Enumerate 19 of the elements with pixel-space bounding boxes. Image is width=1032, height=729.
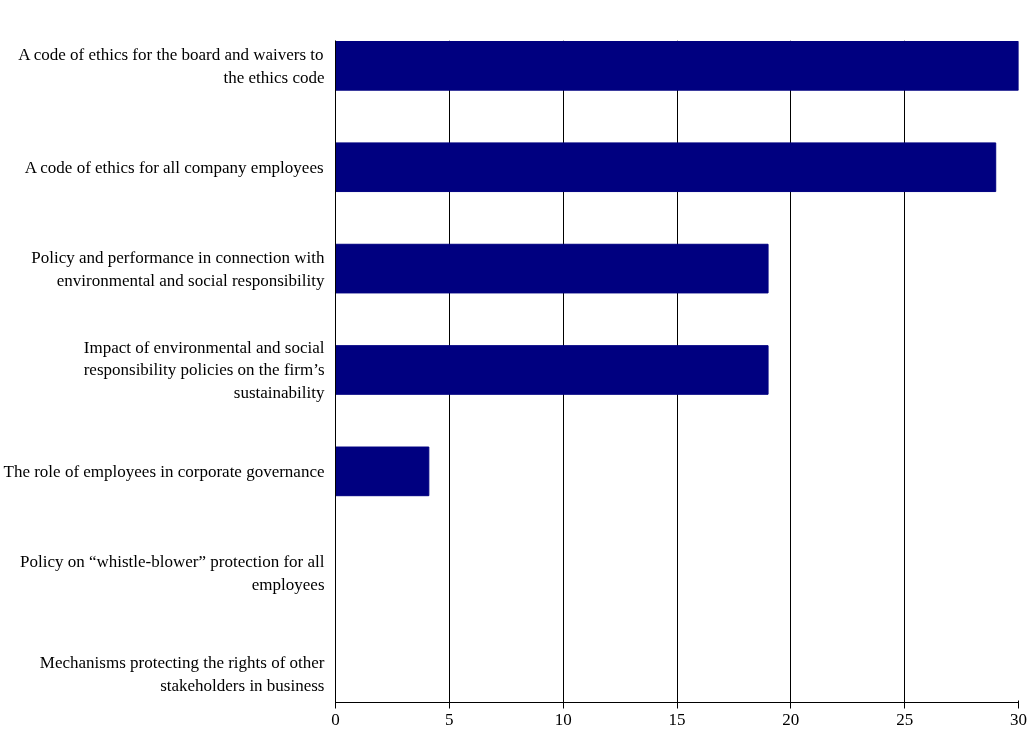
y-tick-label: A code of ethics for the board and waivers to the ethics code xyxy=(18,44,325,87)
x-tick-label: 0 xyxy=(331,709,340,729)
x-tick-label: 5 xyxy=(445,709,454,729)
bar xyxy=(335,446,430,497)
bar xyxy=(335,142,997,193)
y-tick-label: Impact of environmental and social responsibility policies on the firm’s sustainability xyxy=(83,337,325,403)
x-tick-label: 25 xyxy=(896,709,914,729)
y-tick-label: Mechanisms protecting the rights of other stakeholders in business xyxy=(39,653,325,696)
bar xyxy=(335,41,1019,91)
y-tick-label: The role of employees in corporate governance xyxy=(3,461,325,481)
x-tick-label: 10 xyxy=(554,709,572,729)
x-tick-label: 20 xyxy=(782,709,800,729)
bar xyxy=(335,243,769,294)
x-tick-label: 30 xyxy=(1010,709,1027,729)
x-tick-label: 15 xyxy=(668,709,686,729)
bar xyxy=(335,345,769,395)
y-tick-label: A code of ethics for all company employees xyxy=(24,157,324,177)
y-tick-label: Policy on “whistle-blower” protection for all employees xyxy=(20,551,325,594)
y-tick-label: Policy and performance in connection with environmental and social responsibility xyxy=(31,247,325,290)
